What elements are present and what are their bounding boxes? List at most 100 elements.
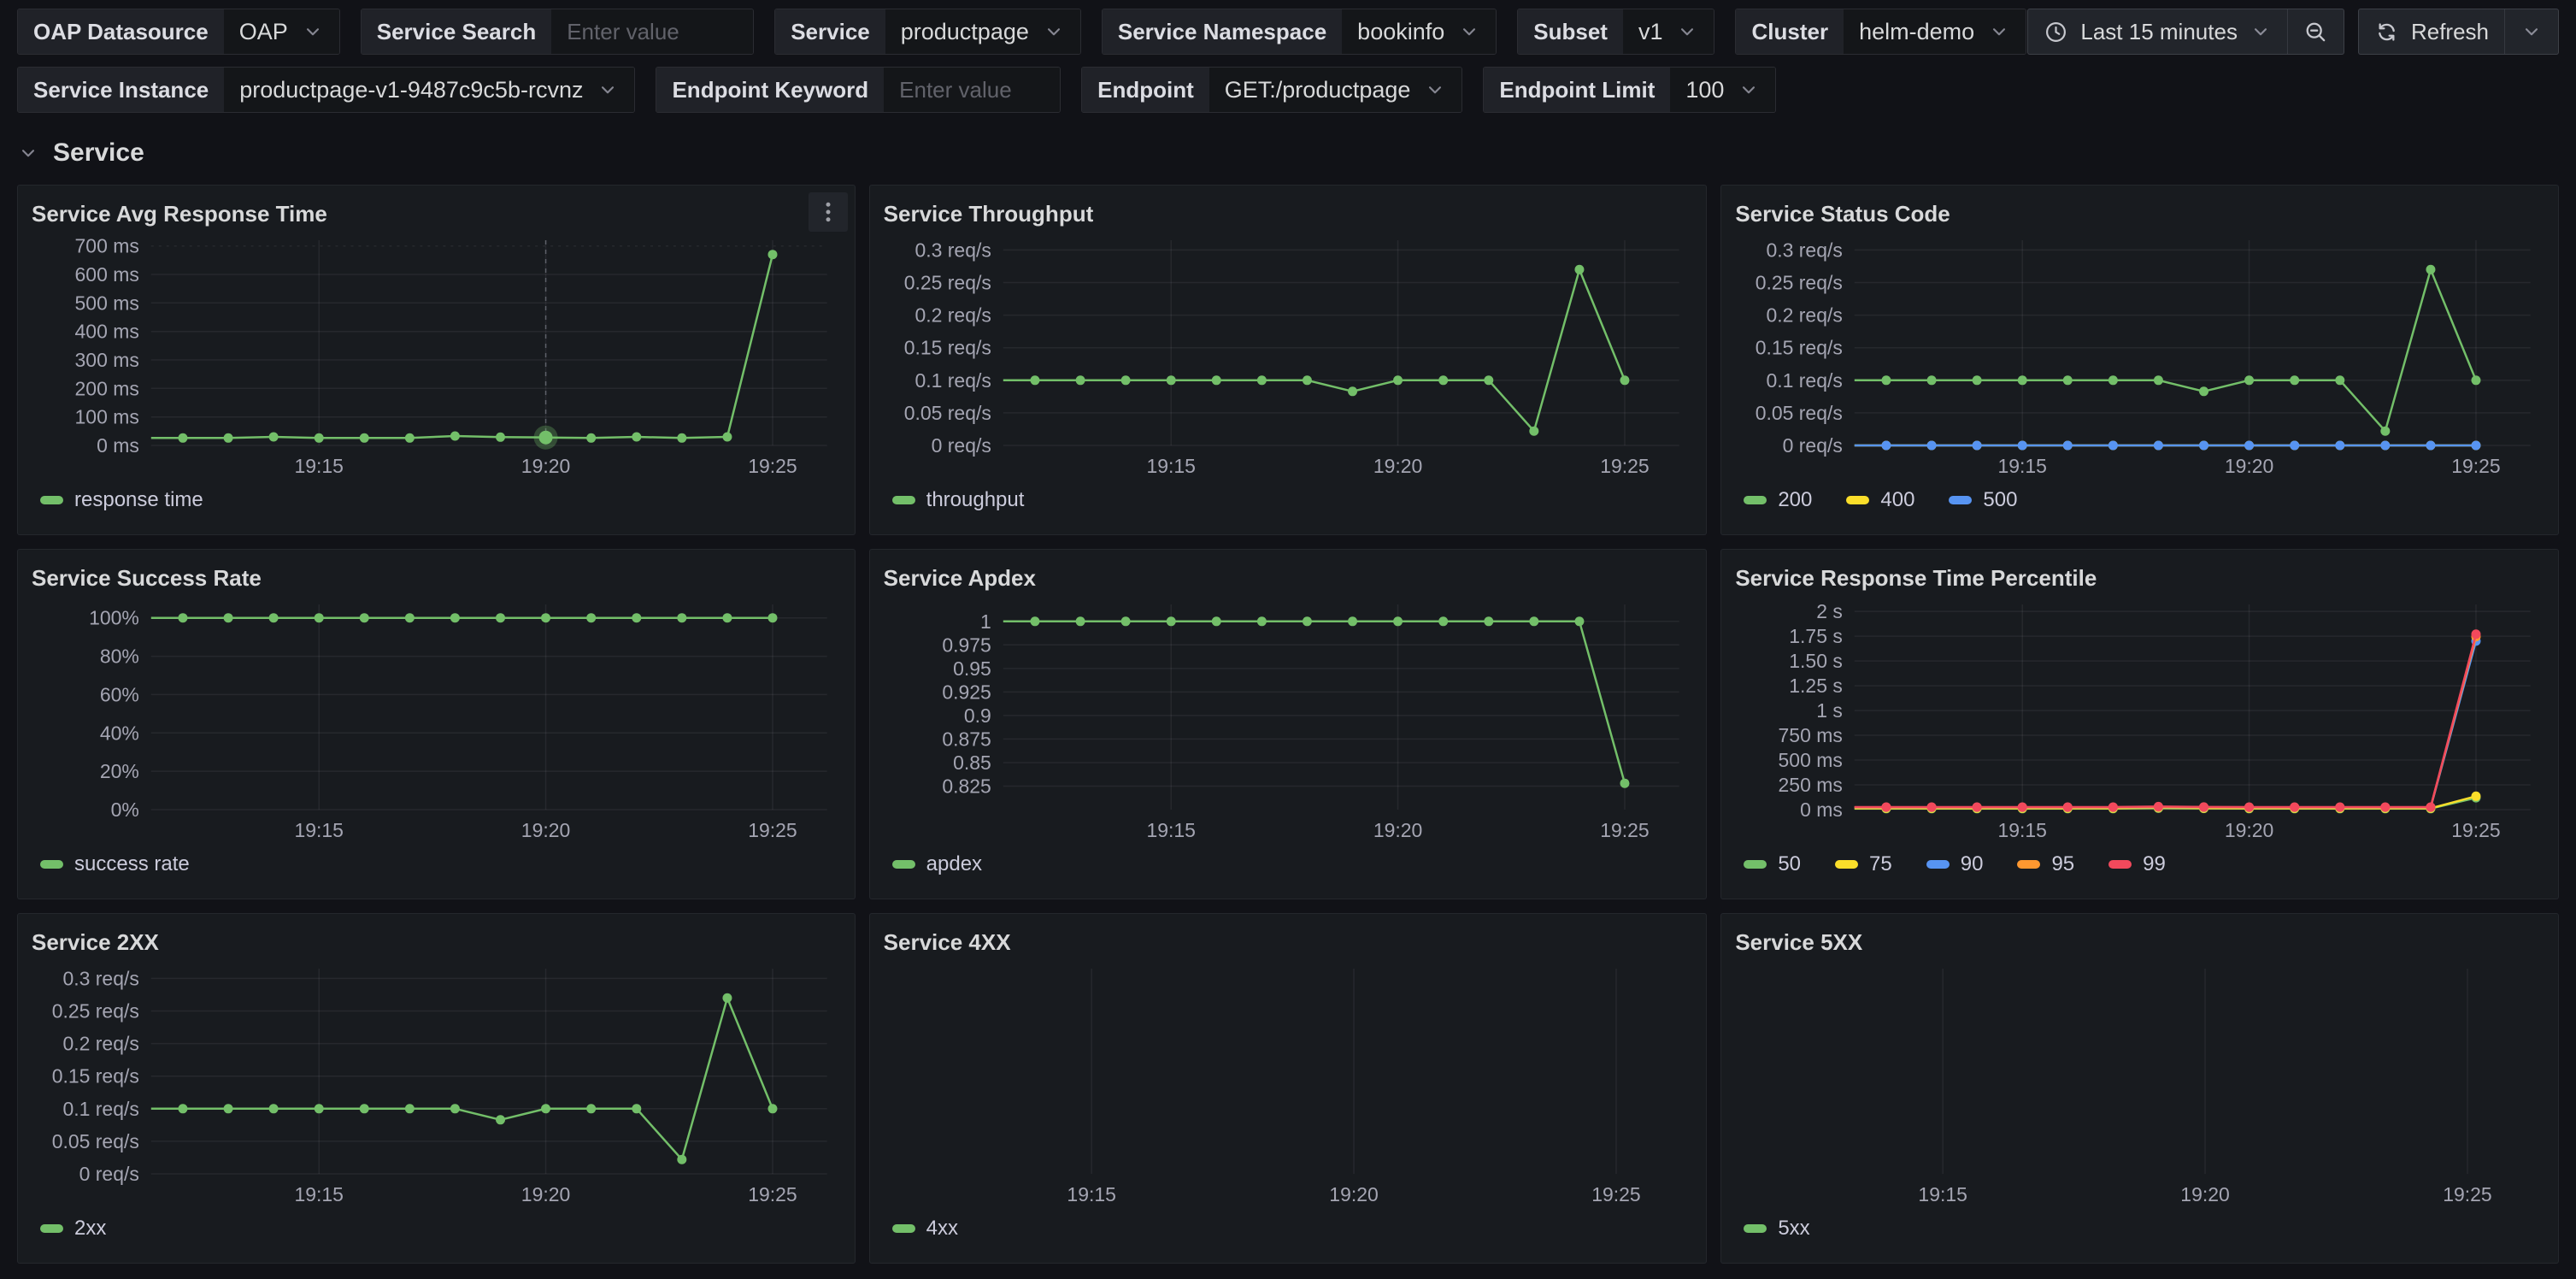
panel-title-service-response-time-percentile[interactable]: Service Response Time Percentile [1735, 565, 2097, 592]
legend-label: 95 [2051, 852, 2074, 876]
svg-text:19:20: 19:20 [1373, 819, 1421, 841]
svg-text:0 req/s: 0 req/s [79, 1163, 139, 1185]
panel-header: Service 5XX [1735, 924, 2544, 960]
legend-item-success-rate[interactable]: success rate [40, 852, 190, 876]
legend-item-response-time[interactable]: response time [40, 488, 203, 512]
chevron-down-icon [1676, 21, 1698, 43]
subset-select[interactable]: v1 [1623, 9, 1714, 54]
service-instance-select[interactable]: productpage-v1-9487c9c5b-rcvnz [224, 68, 634, 112]
legend-item-95[interactable]: 95 [2017, 852, 2074, 876]
service-control: Serviceproductpage [774, 9, 1081, 55]
section-row-service[interactable]: Service [17, 139, 2559, 168]
legend-item-99[interactable]: 99 [2108, 852, 2166, 876]
svg-text:19:25: 19:25 [1600, 819, 1649, 841]
panel-header: Service Status Code [1735, 196, 2544, 232]
panel-title-service-status-code[interactable]: Service Status Code [1735, 201, 1950, 227]
service-instance-control: Service Instanceproductpage-v1-9487c9c5b… [17, 67, 635, 113]
chart-service-success-rate[interactable]: 100%80%60%40%20%0%19:1519:2019:25 [32, 596, 841, 846]
service-instance-selected-value: productpage-v1-9487c9c5b-rcvnz [239, 77, 583, 103]
legend-item-4xx[interactable]: 4xx [892, 1217, 958, 1241]
oap-datasource-select[interactable]: OAP [224, 9, 339, 54]
legend-item-200[interactable]: 200 [1744, 488, 1812, 512]
panel-title-service-apdex[interactable]: Service Apdex [884, 565, 1036, 592]
legend-swatch [1744, 860, 1767, 869]
time-range-label: Last 15 minutes [2080, 19, 2238, 45]
chart-service-response-time-percentile[interactable]: 2 s1.75 s1.50 s1.25 s1 s750 ms500 ms250 … [1735, 596, 2544, 846]
service-selected-value: productpage [901, 19, 1029, 45]
legend: 2xx [32, 1217, 841, 1241]
legend: 200 400 500 [1735, 488, 2544, 512]
legend-item-75[interactable]: 75 [1835, 852, 1892, 876]
cluster-label: Cluster [1736, 9, 1844, 54]
time-range-picker[interactable]: Last 15 minutes [2028, 9, 2287, 54]
svg-text:100%: 100% [89, 607, 139, 629]
panel-title-service-2xx[interactable]: Service 2XX [32, 929, 159, 956]
panel-title-service-4xx[interactable]: Service 4XX [884, 929, 1011, 956]
legend-item-2xx[interactable]: 2xx [40, 1217, 106, 1241]
legend-label: 2xx [74, 1217, 106, 1241]
panel-title-service-5xx[interactable]: Service 5XX [1735, 929, 1862, 956]
panel-title-service-avg-response-time[interactable]: Service Avg Response Time [32, 201, 327, 227]
panel-service-status-code: Service Status Code 0.3 req/s0.25 req/s0.… [1720, 185, 2559, 535]
service-namespace-control: Service Namespacebookinfo [1102, 9, 1497, 55]
svg-text:19:15: 19:15 [1146, 455, 1195, 477]
panel-title-service-success-rate[interactable]: Service Success Rate [32, 565, 262, 592]
chart-service-4xx[interactable]: 19:1519:2019:25 [884, 960, 1693, 1210]
endpoint-limit-control: Endpoint Limit100 [1483, 67, 1776, 113]
chart-service-avg-response-time[interactable]: 700 ms600 ms500 ms400 ms300 ms200 ms100 … [32, 232, 841, 481]
chevron-down-icon [302, 21, 324, 43]
legend-label: 5xx [1778, 1217, 1809, 1241]
chart-service-2xx[interactable]: 0.3 req/s0.25 req/s0.2 req/s0.15 req/s0.… [32, 960, 841, 1210]
section-title: Service [53, 139, 144, 168]
service-search-input-wrap [551, 9, 753, 54]
zoom-out-button[interactable] [2287, 9, 2344, 54]
endpoint-limit-select[interactable]: 100 [1670, 68, 1775, 112]
svg-text:19:25: 19:25 [748, 455, 797, 477]
clock-icon [2044, 20, 2068, 44]
legend-item-apdex[interactable]: apdex [892, 852, 982, 876]
legend-swatch [1835, 860, 1858, 869]
chart-service-5xx[interactable]: 19:1519:2019:25 [1735, 960, 2544, 1210]
svg-text:1.25 s: 1.25 s [1790, 675, 1844, 697]
panel-title-service-throughput[interactable]: Service Throughput [884, 201, 1094, 227]
endpoint-keyword-input[interactable] [899, 77, 1044, 103]
panel-menu-button[interactable] [809, 192, 848, 232]
legend-item-50[interactable]: 50 [1744, 852, 1801, 876]
svg-text:1 s: 1 s [1817, 699, 1844, 722]
legend-item-500[interactable]: 500 [1949, 488, 2017, 512]
svg-text:19:15: 19:15 [295, 819, 344, 841]
svg-text:0%: 0% [111, 799, 139, 821]
service-namespace-select[interactable]: bookinfo [1342, 9, 1496, 54]
legend-swatch [40, 496, 63, 504]
svg-text:19:15: 19:15 [1146, 819, 1195, 841]
refresh-interval-dropdown[interactable] [2504, 9, 2558, 54]
svg-text:0.15 req/s: 0.15 req/s [903, 337, 991, 359]
endpoint-select[interactable]: GET:/productpage [1209, 68, 1462, 112]
legend-label: apdex [926, 852, 982, 876]
chart-service-status-code[interactable]: 0.3 req/s0.25 req/s0.2 req/s0.15 req/s0.… [1735, 232, 2544, 481]
endpoint-keyword-control: Endpoint Keyword [656, 67, 1061, 113]
cluster-select[interactable]: helm-demo [1844, 9, 2026, 54]
svg-text:19:20: 19:20 [1373, 455, 1421, 477]
chevron-down-icon [597, 79, 619, 101]
svg-text:1.75 s: 1.75 s [1790, 625, 1844, 647]
chart-service-apdex[interactable]: 10.9750.950.9250.90.8750.850.82519:1519:… [884, 596, 1693, 846]
legend-swatch [2108, 860, 2132, 869]
svg-text:500 ms: 500 ms [1779, 749, 1843, 771]
service-select[interactable]: productpage [885, 9, 1080, 54]
legend-label: 200 [1778, 488, 1812, 512]
legend-item-5xx[interactable]: 5xx [1744, 1217, 1809, 1241]
legend-item-throughput[interactable]: throughput [892, 488, 1025, 512]
svg-text:0 ms: 0 ms [97, 434, 139, 457]
legend-item-90[interactable]: 90 [1926, 852, 1984, 876]
legend-item-400[interactable]: 400 [1846, 488, 1914, 512]
svg-text:0.2 req/s: 0.2 req/s [63, 1033, 139, 1055]
refresh-button[interactable]: Refresh [2359, 9, 2504, 54]
chart-service-throughput[interactable]: 0.3 req/s0.25 req/s0.2 req/s0.15 req/s0.… [884, 232, 1693, 481]
svg-text:0.85: 0.85 [953, 751, 991, 774]
service-search-input[interactable] [567, 19, 738, 45]
endpoint-keyword-label: Endpoint Keyword [656, 68, 884, 112]
chevron-down-icon [1458, 21, 1480, 43]
svg-text:19:25: 19:25 [748, 1183, 797, 1205]
svg-text:0.3 req/s: 0.3 req/s [915, 239, 991, 261]
